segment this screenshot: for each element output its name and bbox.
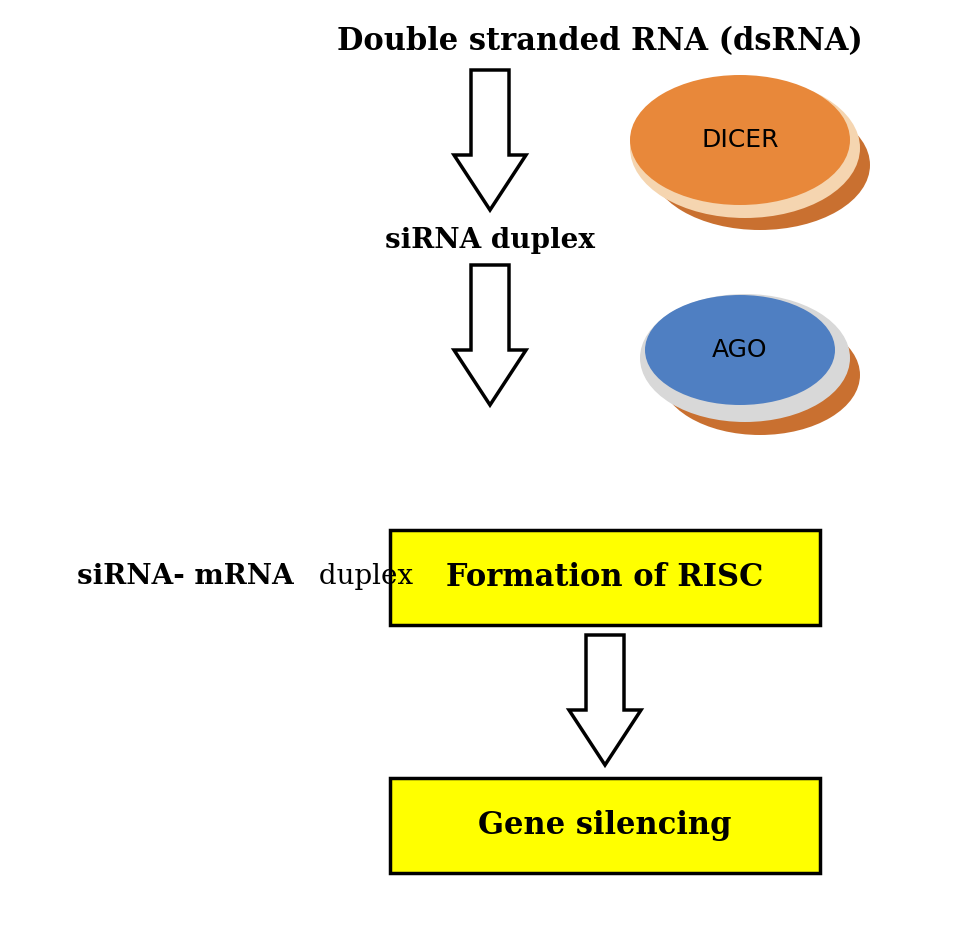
Text: Gene silencing: Gene silencing bbox=[479, 810, 732, 841]
FancyBboxPatch shape bbox=[390, 530, 820, 625]
Text: siRNA- mRNA: siRNA- mRNA bbox=[76, 563, 293, 590]
Ellipse shape bbox=[630, 75, 850, 205]
FancyBboxPatch shape bbox=[390, 778, 820, 873]
Text: AGO: AGO bbox=[712, 338, 768, 362]
Text: duplex: duplex bbox=[310, 563, 413, 590]
Text: Formation of RISC: Formation of RISC bbox=[446, 562, 764, 593]
Text: DICER: DICER bbox=[701, 128, 779, 152]
Text: siRNA duplex: siRNA duplex bbox=[385, 226, 595, 253]
Ellipse shape bbox=[640, 294, 850, 422]
Ellipse shape bbox=[630, 78, 860, 218]
Polygon shape bbox=[454, 265, 526, 405]
Ellipse shape bbox=[645, 295, 835, 405]
Ellipse shape bbox=[650, 100, 870, 230]
Text: Double stranded RNA (dsRNA): Double stranded RNA (dsRNA) bbox=[337, 26, 863, 58]
Polygon shape bbox=[569, 635, 641, 765]
Ellipse shape bbox=[660, 315, 860, 435]
Polygon shape bbox=[454, 70, 526, 210]
